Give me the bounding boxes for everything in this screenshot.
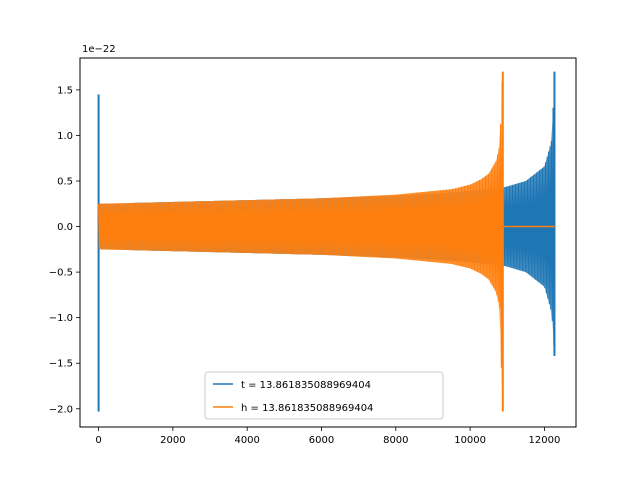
legend-label-t: t = 13.861835088969404 (241, 380, 371, 391)
legend-frame (204, 371, 444, 420)
series-envelope (98, 123, 503, 412)
x-tick-label: 2000 (160, 435, 185, 446)
legend: t = 13.861835088969404 h = 13.8618350889… (204, 371, 444, 420)
y-tick-label: 1.0 (57, 131, 73, 142)
x-tick-label: 10000 (454, 435, 486, 446)
y-axis: 1.5 1.0 0.5 0.0 −0.5 −1.0 −1.5 −2.0 (49, 85, 80, 415)
y-offset-label: 1e−22 (82, 44, 116, 55)
y-tick-label: −1.0 (49, 313, 73, 324)
y-tick-label: −1.5 (49, 359, 73, 370)
series-h (98, 71, 555, 412)
y-tick-label: 1.5 (57, 85, 73, 96)
x-tick-label: 0 (95, 435, 101, 446)
y-tick-label: 0.5 (57, 177, 73, 188)
x-tick-label: 8000 (383, 435, 408, 446)
x-tick-label: 4000 (234, 435, 259, 446)
series-layer (97, 71, 556, 412)
x-tick-label: 12000 (529, 435, 561, 446)
x-tick-label: 6000 (309, 435, 334, 446)
legend-label-h: h = 13.861835088969404 (241, 403, 373, 414)
y-tick-label: −2.0 (49, 404, 73, 415)
y-tick-label: −0.5 (49, 268, 73, 279)
y-tick-label: 0.0 (57, 222, 73, 233)
x-axis: 0 2000 4000 6000 8000 10000 12000 (95, 427, 560, 446)
plot-frame (79, 57, 577, 428)
